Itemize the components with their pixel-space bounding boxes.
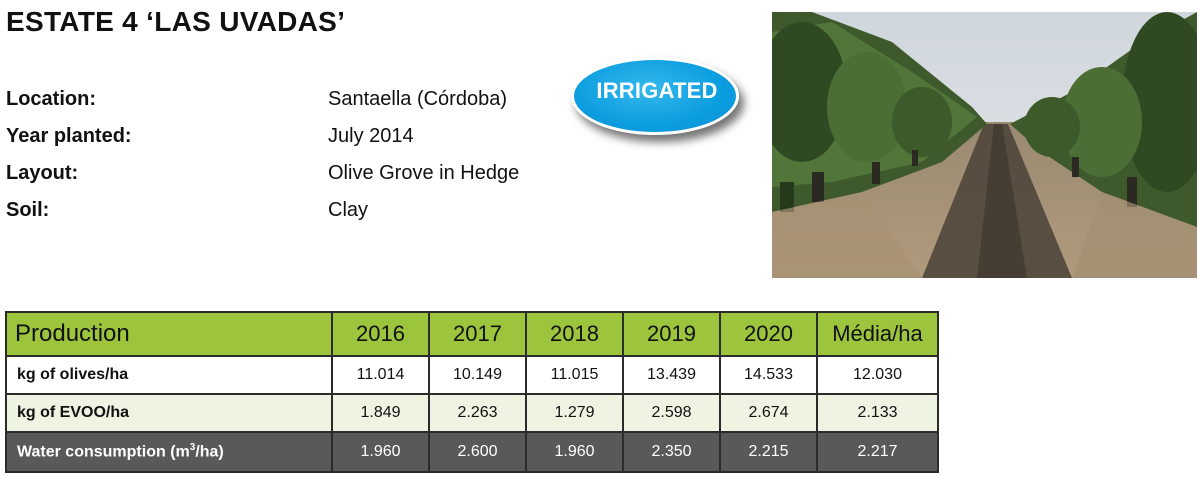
table-cell: 2.600 [428, 431, 527, 473]
info-label: Layout: [6, 162, 79, 184]
info-row-soil: Soil: Clay [6, 199, 519, 236]
table-header-row: Production 2016 2017 2018 2019 2020 Médi… [5, 311, 939, 357]
table-cell: 12.030 [816, 355, 939, 395]
column-header: 2019 [622, 311, 721, 357]
table-row: kg of EVOO/ha 1.849 2.263 1.279 2.598 2.… [5, 393, 939, 433]
table-cell: 2.263 [428, 393, 527, 433]
row-label: kg of olives/ha [5, 355, 333, 395]
estate-info: Location: Santaella (Córdoba) Year plant… [6, 88, 519, 236]
row-label-sup: 3 [189, 442, 196, 454]
olive-grove-image [772, 12, 1197, 278]
olive-grove-photo [772, 12, 1197, 278]
info-label: Soil: [6, 199, 50, 221]
info-value: Santaella (Córdoba) [328, 88, 507, 110]
row-label-end: /ha) [195, 443, 224, 461]
column-header: 2018 [525, 311, 624, 357]
info-row-location: Location: Santaella (Córdoba) [6, 88, 519, 125]
info-label: Year planted: [6, 125, 132, 147]
info-row-layout: Layout: Olive Grove in Hedge [6, 162, 519, 199]
table-cell: 1.849 [331, 393, 430, 433]
table-cell: 13.439 [622, 355, 721, 395]
info-value: Olive Grove in Hedge [328, 162, 520, 184]
info-row-year-planted: Year planted: July 2014 [6, 125, 519, 162]
table-row: Water consumption (m3/ha) 1.960 2.600 1.… [5, 431, 939, 473]
column-header: 2020 [719, 311, 818, 357]
table-row: kg of olives/ha 11.014 10.149 11.015 13.… [5, 355, 939, 395]
table-cell: 14.533 [719, 355, 818, 395]
table-cell: 1.279 [525, 393, 624, 433]
row-label: Water consumption (m3/ha) [5, 431, 333, 473]
table-cell: 2.215 [719, 431, 818, 473]
info-value: July 2014 [328, 125, 414, 147]
column-header: Média/ha [816, 311, 939, 357]
table-cell: 2.133 [816, 393, 939, 433]
table-cell: 2.674 [719, 393, 818, 433]
estate-title: ESTATE 4 ‘LAS UVADAS’ [6, 6, 346, 37]
irrigated-badge: IRRIGATED [571, 57, 739, 135]
table-cell: 2.598 [622, 393, 721, 433]
table-cell: 2.350 [622, 431, 721, 473]
production-table: Production 2016 2017 2018 2019 2020 Médi… [5, 311, 939, 473]
table-cell: 11.015 [525, 355, 624, 395]
badge-text: IRRIGATED [596, 78, 718, 103]
info-label: Location: [6, 88, 96, 110]
column-header: 2017 [428, 311, 527, 357]
table-cell: 2.217 [816, 431, 939, 473]
table-cell: 10.149 [428, 355, 527, 395]
table-cell: 11.014 [331, 355, 430, 395]
info-value: Clay [328, 199, 369, 221]
column-header: Production [5, 311, 333, 357]
table-cell: 1.960 [331, 431, 430, 473]
row-label: kg of EVOO/ha [5, 393, 333, 433]
row-label-main: Water consumption (m [17, 443, 190, 461]
table-cell: 1.960 [525, 431, 624, 473]
column-header: 2016 [331, 311, 430, 357]
